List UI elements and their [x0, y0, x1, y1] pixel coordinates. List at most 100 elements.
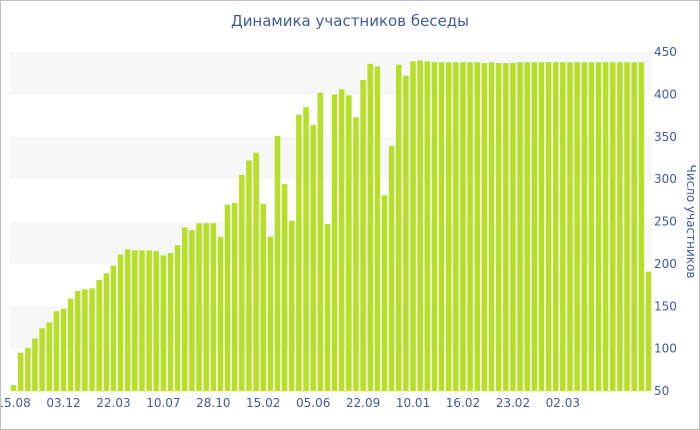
x-tick-label: 16.02 [446, 396, 480, 410]
bar [89, 288, 95, 391]
bar [139, 250, 145, 391]
bar [560, 62, 566, 392]
bar [609, 62, 616, 392]
x-tick-label: 10.07 [146, 396, 180, 410]
bar [231, 202, 238, 391]
bar [552, 62, 559, 392]
bar [338, 89, 345, 391]
bar [82, 289, 88, 391]
bar [453, 62, 459, 392]
bar [374, 66, 381, 391]
y-tick-label: 100 [654, 342, 677, 356]
bar [25, 347, 31, 391]
bar [595, 62, 602, 392]
bar [324, 224, 331, 391]
bar [174, 245, 181, 391]
bar [203, 223, 209, 391]
bar [46, 322, 53, 391]
bar [253, 152, 259, 391]
bar [424, 61, 431, 391]
bar [438, 62, 445, 392]
x-tick-label: 03.12 [46, 396, 80, 410]
x-tick-label: 15.08 [1, 396, 31, 410]
x-axis-ticks: 15.08 03.12 22.03 10.07 28.10 15.02 05.06 22.09… [1, 396, 580, 410]
bar [410, 61, 416, 391]
grid-bands [10, 52, 652, 349]
bar [267, 236, 274, 391]
bar [39, 328, 45, 391]
bar [317, 92, 324, 392]
bar [574, 62, 580, 392]
y-tick-label: 50 [654, 384, 669, 398]
bar [588, 62, 595, 392]
bar [160, 255, 167, 391]
bar [17, 352, 24, 391]
bar [531, 62, 538, 392]
bar [96, 279, 102, 391]
bar [502, 63, 509, 392]
bar [53, 311, 60, 391]
bar [224, 204, 231, 391]
bar [638, 62, 645, 392]
bar [281, 184, 288, 391]
bar [445, 62, 452, 392]
bar [353, 117, 359, 391]
bar [602, 62, 609, 392]
bar [246, 160, 252, 391]
bar [124, 249, 131, 391]
bar [346, 95, 352, 391]
bar [103, 273, 110, 391]
bar [239, 174, 245, 391]
x-tick-label: 05.06 [296, 396, 330, 410]
bar [567, 62, 573, 392]
y-tick-label: 150 [654, 299, 677, 313]
x-tick-label: 23.02 [496, 396, 530, 410]
x-tick-label: 02.03 [546, 396, 580, 410]
bar [32, 338, 38, 391]
bar [581, 62, 588, 392]
bar [167, 252, 174, 391]
bar [488, 62, 495, 392]
bar [417, 60, 423, 391]
bar [153, 251, 160, 391]
bar [624, 62, 630, 392]
bar [117, 254, 124, 391]
bar [146, 250, 152, 391]
y-tick-label: 400 [654, 87, 677, 101]
bar [217, 236, 224, 391]
grid-band [10, 136, 652, 180]
bar [210, 223, 217, 391]
grid-band [10, 221, 652, 264]
bar [460, 62, 466, 392]
bar [274, 135, 281, 391]
x-tick-label: 15.02 [246, 396, 280, 410]
bar [517, 62, 523, 392]
bar-series [10, 60, 652, 392]
bar [481, 63, 488, 392]
bar [310, 124, 316, 391]
bar [196, 223, 202, 391]
x-tick-label: 10.01 [396, 396, 430, 410]
y-axis-title: Число участников [684, 165, 698, 279]
bar [303, 107, 309, 391]
bar [288, 220, 295, 391]
bar [495, 63, 502, 392]
bar [474, 62, 481, 392]
bar [381, 195, 388, 391]
bar [510, 63, 516, 392]
bar [181, 227, 188, 391]
bar [189, 229, 195, 391]
bar [260, 203, 267, 391]
bar [467, 62, 473, 392]
bar [360, 79, 366, 391]
bar [631, 62, 637, 392]
bar [60, 308, 67, 391]
grid-band [10, 52, 652, 95]
bar [538, 62, 545, 392]
bar [367, 63, 374, 392]
x-tick-label: 22.09 [346, 396, 380, 410]
x-tick-label: 28.10 [196, 396, 230, 410]
y-tick-label: 350 [654, 130, 677, 144]
